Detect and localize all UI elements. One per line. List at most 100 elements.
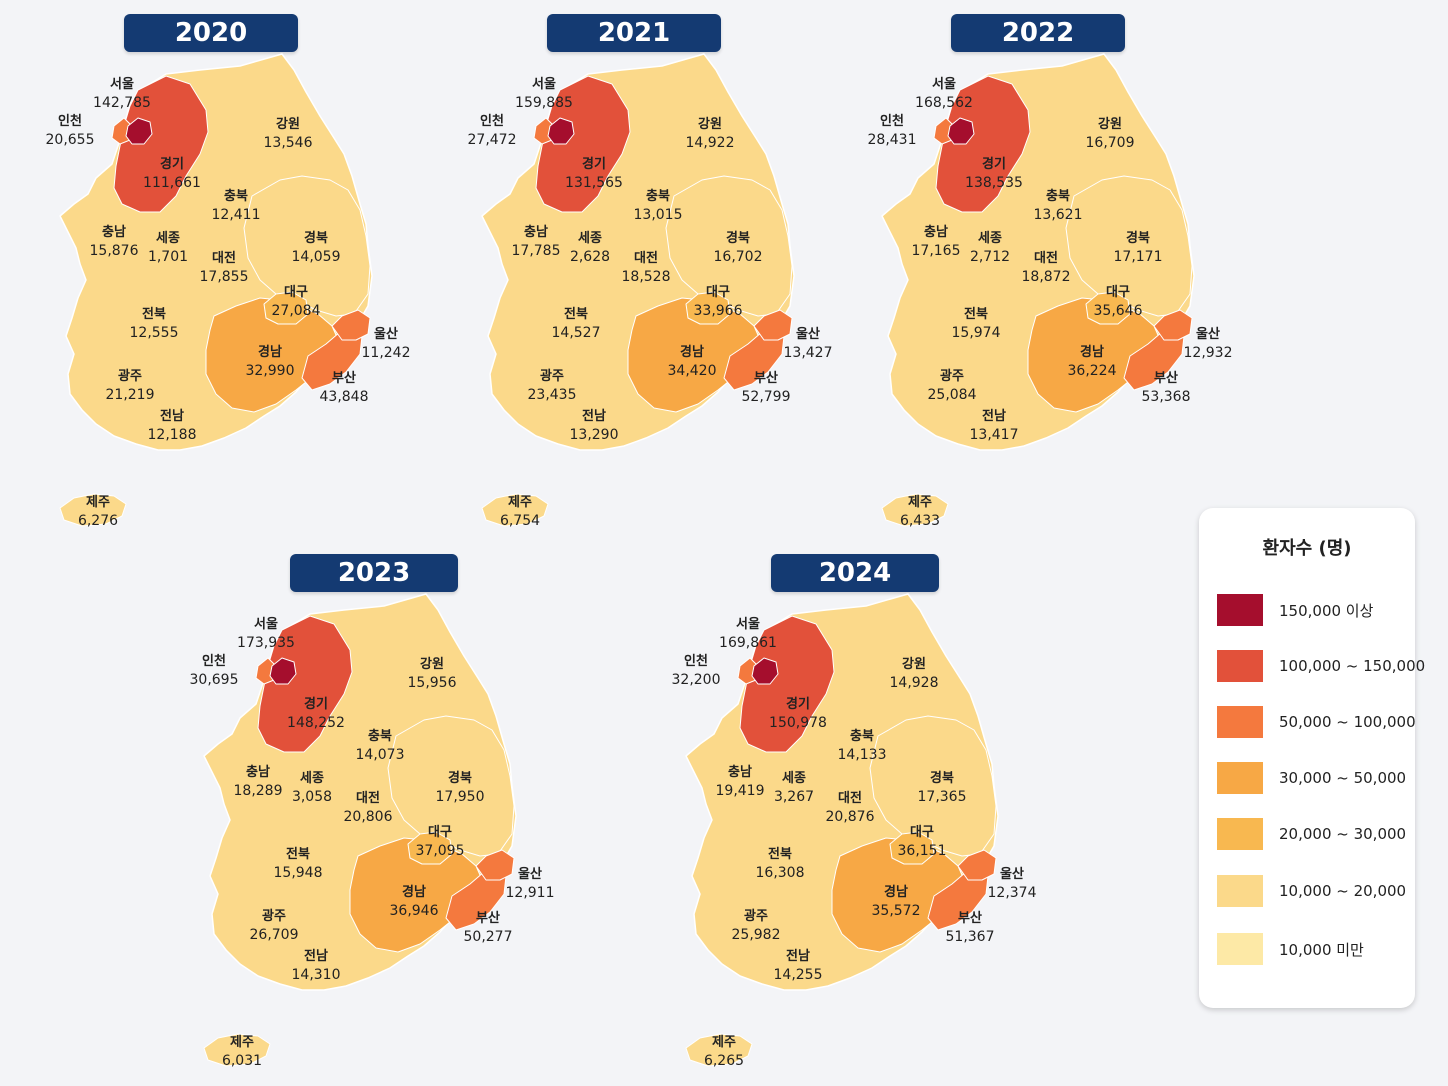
region-value: 35,646 [1093,303,1143,319]
legend-item: 150,000 이상 [1217,594,1373,626]
region-value: 14,255 [773,967,823,983]
region-name: 대전 [356,791,380,806]
legend-label: 10,000 ~ 20,000 [1279,882,1407,900]
region-label-ulsan: 울산 11,242 [362,326,411,362]
region-value: 168,562 [915,95,973,111]
region-value: 25,982 [731,927,781,943]
year-badge: 2021 [547,14,721,52]
region-name: 세종 [300,771,324,786]
region-value: 17,165 [911,243,961,259]
region-name: 서울 [254,617,278,632]
region-name: 대구 [1106,285,1130,300]
region-value: 14,527 [551,325,601,341]
region-value: 111,661 [143,175,201,191]
region-value: 13,417 [969,427,1019,443]
region-name: 경북 [448,771,472,786]
region-label-jeonbuk: 전북 15,948 [274,846,323,882]
region-label-jeonnam: 전남 13,290 [570,408,619,444]
region-label-seoul: 서울 168,562 [915,76,973,112]
korea-map [203,593,517,1067]
legend: 환자수 (명) 150,000 이상 100,000 ~ 150,000 50,… [1199,508,1425,1008]
legend-label: 150,000 이상 [1279,601,1374,620]
region-label-gyeongbuk: 경북 16,702 [714,230,763,266]
region-name: 경북 [930,771,954,786]
legend-label: 20,000 ~ 30,000 [1279,825,1407,843]
region-name: 경북 [304,231,328,246]
region-label-incheon: 인천 32,200 [672,653,721,689]
region-shape-daegu [407,831,453,865]
region-name: 경남 [680,345,704,360]
region-name: 경기 [982,157,1006,172]
region-label-chungnam: 충남 17,165 [912,224,961,260]
korea-map [685,593,999,1067]
region-name: 경남 [884,885,908,900]
region-label-jeonbuk: 전북 15,974 [952,306,1001,342]
region-name: 부산 [332,371,356,386]
region-shape-ulsan [957,849,997,881]
legend-swatch [1217,818,1263,850]
region-value: 16,308 [755,865,805,881]
year-badge: 2024 [771,554,939,592]
region-label-jeju: 제주 6,031 [222,1034,262,1070]
region-name: 서울 [932,77,956,92]
region-label-daejeon: 대전 18,528 [622,250,671,286]
region-value: 16,702 [713,249,763,265]
region-label-daegu: 대구 35,646 [1094,284,1143,320]
region-label-seoul: 서울 169,861 [719,616,777,652]
region-name: 부산 [1154,371,1178,386]
region-name: 세종 [782,771,806,786]
region-shape-ulsan [475,849,515,881]
region-name: 대전 [634,251,658,266]
region-name: 부산 [476,911,500,926]
region-label-daejeon: 대전 20,806 [344,790,393,826]
legend-item: 100,000 ~ 150,000 [1217,650,1425,682]
region-name: 충북 [224,189,248,204]
region-label-busan: 부산 53,368 [1142,370,1191,406]
region-name: 충남 [102,225,126,240]
region-value: 6,276 [77,513,119,529]
region-shape-gyeongbuk [1065,175,1193,317]
region-value: 43,848 [319,389,369,405]
legend-label: 10,000 미만 [1279,940,1364,959]
region-name: 대전 [212,251,236,266]
region-label-chungbuk: 충북 13,015 [634,188,683,224]
region-label-jeonbuk: 전북 16,308 [756,846,805,882]
region-name: 전남 [786,949,810,964]
region-name: 전북 [286,847,310,862]
region-value: 17,785 [511,243,561,259]
region-name: 광주 [540,369,564,384]
region-value: 2,712 [969,249,1011,265]
region-value: 173,935 [237,635,295,651]
region-label-gyeongbuk: 경북 14,059 [292,230,341,266]
region-name: 충남 [728,765,752,780]
legend-label: 30,000 ~ 50,000 [1279,769,1407,787]
region-value: 15,876 [89,243,139,259]
region-name: 대구 [706,285,730,300]
region-label-gyeonggi: 경기 138,535 [965,156,1023,192]
region-value: 2,628 [569,249,611,265]
region-shape-daegu [889,831,935,865]
region-name: 경기 [160,157,184,172]
region-shape-seoul [547,117,575,145]
region-value: 12,932 [1183,345,1233,361]
region-label-incheon: 인천 20,655 [46,113,95,149]
region-shape-jeju [881,493,949,527]
region-name: 울산 [518,867,542,882]
region-label-ulsan: 울산 13,427 [784,326,833,362]
region-value: 23,435 [527,387,577,403]
region-shape-seoul [269,657,297,685]
region-label-gangwon: 강원 14,928 [890,656,939,692]
korea-map [59,53,373,527]
region-name: 전북 [564,307,588,322]
region-shape-daegu [1085,291,1131,325]
region-label-jeju: 제주 6,754 [500,494,540,530]
region-label-sejong: 세종 3,058 [292,770,332,806]
region-value: 14,073 [355,747,405,763]
region-name: 경북 [726,231,750,246]
region-value: 6,031 [221,1053,263,1069]
region-shape-busan [1123,325,1185,391]
region-shape-gyeongbuk [869,715,997,857]
region-shape-gyeongbuk [243,175,371,317]
region-label-ulsan: 울산 12,932 [1184,326,1233,362]
region-value: 14,928 [889,675,939,691]
